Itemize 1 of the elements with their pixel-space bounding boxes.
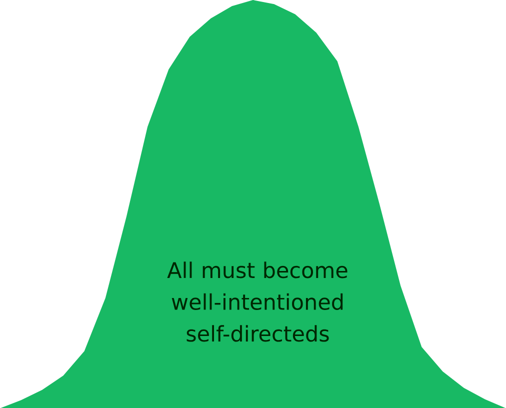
- annotation: All must become well-intentioned self-directeds: [167, 261, 348, 342]
